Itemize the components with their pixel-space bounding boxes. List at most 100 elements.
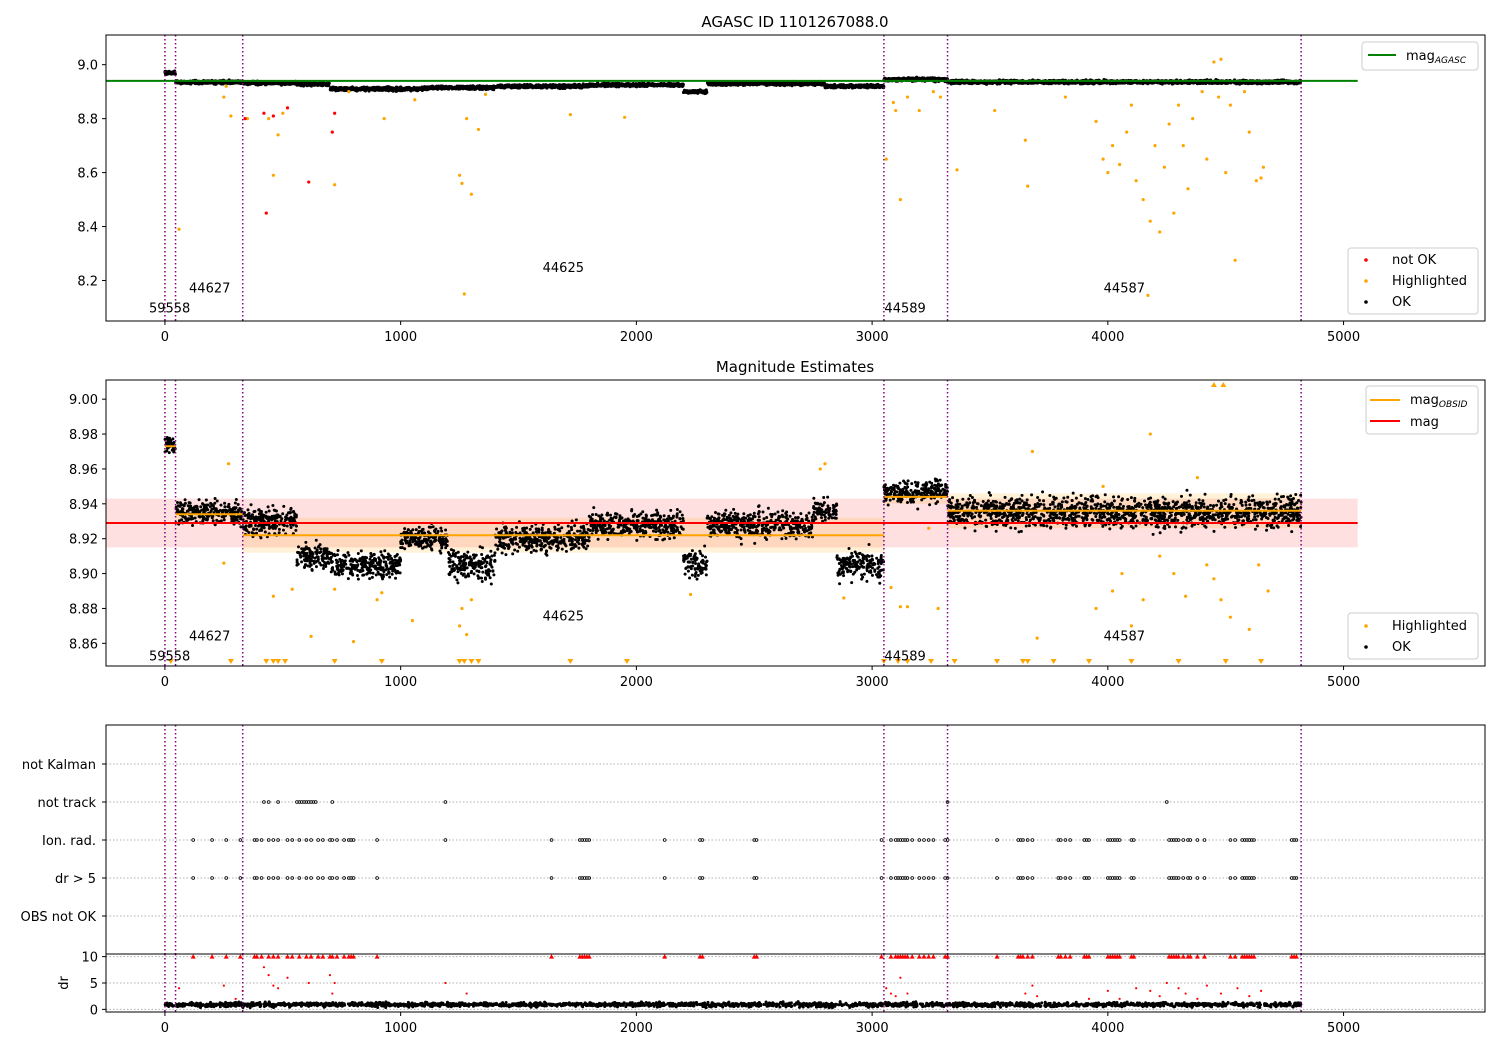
p1-ok-point: [721, 81, 725, 85]
p1-ok-point: [324, 82, 329, 87]
p1-ok-point: [577, 84, 581, 88]
p1-ok-point: [582, 84, 586, 88]
p1-ok-point: [680, 82, 684, 87]
p1-ok-point: [373, 86, 377, 90]
p1-ok-point: [402, 86, 407, 90]
p1-ok-point: [684, 90, 688, 94]
p1-ok-point: [842, 86, 846, 90]
p1-ok-point: [554, 84, 558, 88]
p1-ok-point: [644, 82, 648, 87]
p1-ok-point: [354, 87, 358, 91]
p1-ok-point: [596, 83, 600, 87]
p1-ok-point: [823, 84, 827, 88]
p1-ok-point: [467, 87, 472, 92]
p1-ok-point: [282, 82, 286, 86]
p1-ok-point: [474, 85, 478, 89]
p1-ok-point: [308, 81, 312, 86]
p1-ok-point: [647, 83, 651, 87]
p1-ok-point: [298, 81, 303, 85]
p1-ok-point: [166, 71, 171, 75]
p1-ok-point: [763, 82, 767, 86]
p1-ok-point: [386, 86, 390, 91]
p1-ok-point: [639, 84, 643, 88]
p1-ok-point: [370, 88, 374, 92]
p1-ok-point: [393, 88, 397, 92]
p1-ok-point: [664, 83, 668, 87]
p1-ok-point: [606, 84, 610, 88]
p1-ok-point: [331, 85, 335, 89]
p1-ok-point: [540, 86, 544, 90]
p1-ok-point: [295, 83, 299, 87]
p1-ok-point: [278, 81, 282, 85]
p1-ok-point: [305, 82, 309, 87]
p1-ok-point: [406, 85, 410, 90]
p1-ok-point: [637, 81, 641, 86]
p1-ok-point: [365, 87, 369, 91]
p1-ok-point: [350, 87, 354, 92]
p1-ok-point: [776, 83, 780, 87]
p1-ok-point: [328, 88, 333, 92]
p1-ok-point: [316, 83, 320, 87]
p1-ok-point: [909, 76, 913, 80]
p1-ok-point: [321, 83, 326, 87]
p1-ok-point: [501, 85, 505, 89]
p1-ok-point: [574, 83, 578, 88]
p1-ok-point: [381, 86, 385, 91]
p1-ok-point: [246, 83, 250, 87]
p1-ok-point: [798, 82, 802, 86]
p1-ok-point: [467, 85, 471, 89]
p1-ok-point: [478, 87, 482, 91]
p1-ok-point: [169, 72, 174, 76]
p1-ok-point: [653, 83, 657, 87]
p1-ok-point: [415, 88, 419, 92]
p1-ok-point: [877, 84, 881, 88]
p1-ok-point: [498, 83, 502, 87]
p1-ok-point: [164, 72, 168, 76]
p1-ok-point: [866, 84, 870, 88]
p1-ok-point: [804, 81, 808, 85]
p1-ok-point: [690, 89, 694, 93]
p1-bg: [106, 35, 1485, 321]
p1-ok-point: [789, 82, 793, 86]
p1-ok-point: [339, 87, 343, 92]
p1-ok-point: [301, 82, 305, 86]
p1-ok-point: [697, 89, 701, 93]
p1-ok-point: [602, 83, 606, 88]
p1-ok-point: [377, 86, 381, 90]
p1-ok-point: [398, 87, 403, 92]
p1-ok-point: [558, 84, 562, 88]
p1-ok-point: [590, 83, 594, 87]
p1-ok-point: [551, 82, 555, 87]
p1-ok-point: [438, 86, 443, 90]
p1-ok-point: [516, 86, 520, 90]
p1-ok-point: [184, 81, 189, 85]
p1-ok-point: [264, 81, 268, 85]
p1-ok-point: [658, 82, 663, 86]
p1-ok-point: [634, 83, 638, 88]
p1-ok-point: [626, 82, 630, 86]
p1-ok-point: [411, 86, 416, 90]
p1-ok-point: [610, 82, 614, 86]
p1-ok-point: [829, 83, 833, 88]
p1-ok-point: [463, 86, 468, 90]
p1-ok-point: [816, 82, 820, 86]
p1-ok-point: [483, 86, 487, 90]
p1-ok-point: [334, 86, 338, 90]
p1-ok-point: [426, 87, 430, 91]
p1-ok-point: [902, 76, 906, 80]
p1-ok-point: [676, 83, 680, 87]
p1-ok-point: [486, 86, 490, 90]
p1-ok-point: [229, 81, 234, 85]
p1-ok-point: [794, 81, 798, 85]
p1-ok-point: [336, 87, 341, 91]
p1-ok-point: [615, 83, 619, 87]
panel1-title: AGASC ID 1101267088.0: [701, 13, 888, 31]
p1-ok-point: [417, 87, 422, 91]
p1-ok-point: [650, 83, 654, 88]
p1-ok-point: [360, 87, 364, 92]
p1-ok-point: [490, 85, 494, 89]
p1-ok-point: [757, 82, 761, 86]
p1-ok-point: [767, 81, 771, 85]
